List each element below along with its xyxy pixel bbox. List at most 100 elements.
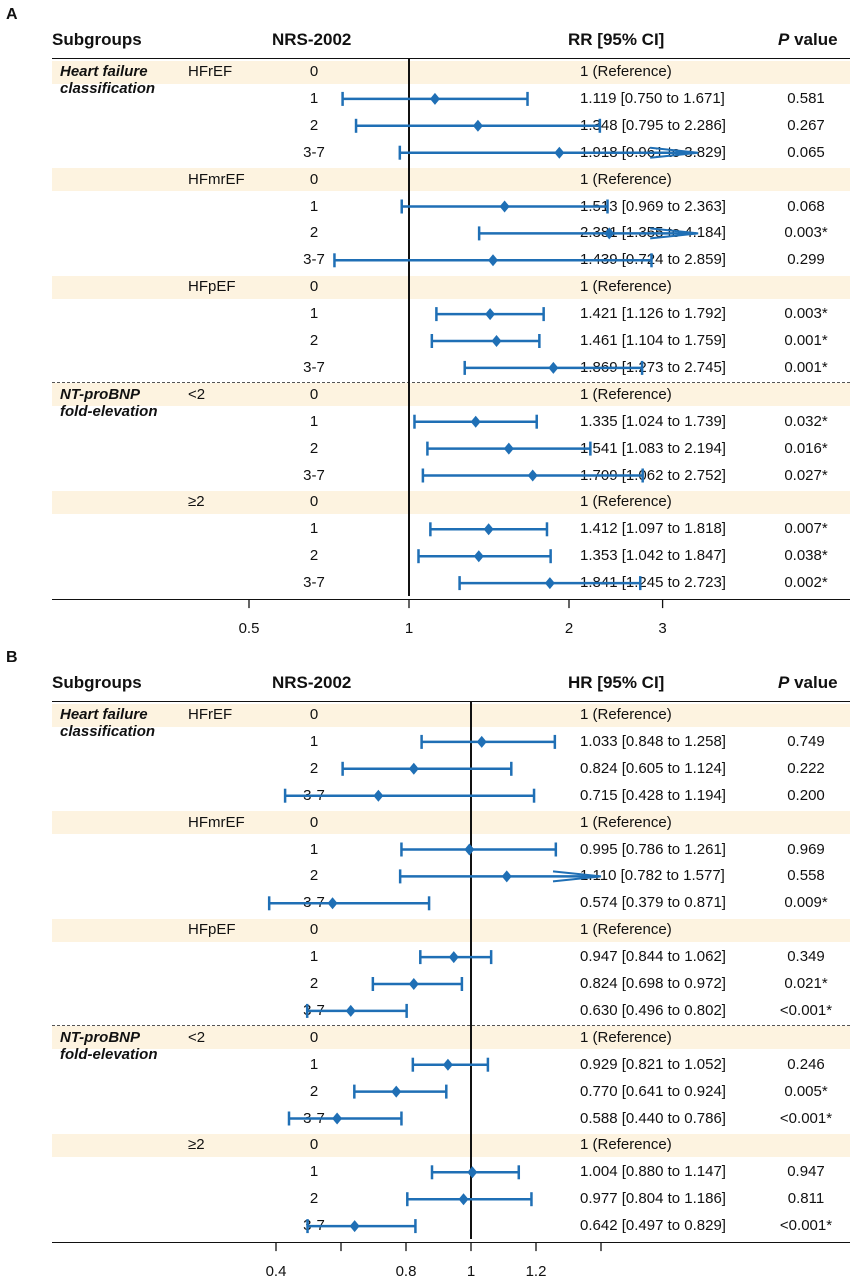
nrs-score: 0	[309, 921, 319, 939]
p-value: 0.267	[787, 116, 825, 134]
nrs-score: 0	[309, 493, 319, 511]
nrs-score: 3-7	[303, 574, 325, 592]
point-estimate	[408, 978, 419, 990]
group-separator	[52, 381, 850, 383]
nrs-score: 0	[309, 706, 319, 723]
subgroup-band	[52, 703, 850, 727]
subgroup-label: <2	[188, 385, 206, 403]
nrs-score: 1	[309, 412, 319, 430]
p-value: 0.581	[787, 89, 825, 107]
subgroup-label: HFpEF	[188, 278, 236, 296]
group-label: Heart failure	[60, 706, 148, 723]
estimate-ci: 0.947 [0.844 to 1.062]	[580, 948, 726, 966]
point-estimate	[499, 200, 510, 213]
point-estimate	[467, 1166, 478, 1179]
estimate-ci: 1.348 [0.795 to 2.286]	[580, 116, 726, 134]
p-value: 0.003*	[784, 305, 828, 323]
estimate-ci: 0.770 [0.641 to 0.924]	[580, 1082, 726, 1100]
point-estimate	[501, 870, 512, 883]
estimate-ci: 1 (Reference)	[580, 1028, 672, 1046]
estimate-ci: 1 (Reference)	[580, 493, 672, 511]
subgroup-band	[52, 383, 850, 407]
estimate-ci: 1 (Reference)	[580, 813, 672, 831]
subgroup-label: HFmrEF	[188, 813, 245, 831]
point-estimate	[554, 146, 565, 159]
axis-tick-label: 0.5	[239, 620, 260, 637]
group-label: Heart failure	[60, 63, 148, 80]
nrs-score: 0	[309, 1028, 319, 1046]
point-estimate	[476, 735, 487, 748]
estimate-ci: 1.421 [1.126 to 1.792]	[580, 305, 726, 323]
ci-arrow	[650, 146, 699, 159]
point-estimate	[345, 1004, 356, 1017]
estimate-ci: 1 (Reference)	[580, 385, 672, 403]
estimate-ci: 1.869 [1.273 to 2.745]	[580, 358, 726, 376]
p-value: 0.016*	[784, 439, 828, 457]
p-value: 0.027*	[784, 466, 828, 484]
header-nrs: NRS-2002	[272, 673, 352, 692]
group-label: NT-proBNP	[60, 1028, 140, 1046]
p-value: 0.947	[787, 1163, 825, 1181]
p-value: <0.001*	[779, 1217, 833, 1235]
p-value: 0.021*	[784, 975, 828, 992]
nrs-score: 3-7	[303, 143, 325, 161]
estimate-ci: 1.412 [1.097 to 1.818]	[580, 520, 726, 538]
group-label-line2: classification	[60, 80, 156, 97]
estimate-ci: 0.824 [0.605 to 1.124]	[580, 759, 726, 777]
group-label-line2: classification	[60, 723, 156, 740]
nrs-score: 2	[309, 547, 319, 565]
nrs-score: 1	[309, 840, 319, 858]
point-estimate	[473, 550, 484, 563]
nrs-score: 3-7	[303, 466, 325, 484]
header-rule	[52, 701, 850, 702]
nrs-score: 0	[309, 63, 319, 80]
subgroup-band	[52, 168, 850, 192]
subgroup-band	[52, 1133, 850, 1157]
estimate-ci: 1 (Reference)	[580, 921, 672, 939]
estimate-ci: 1.439 [0.724 to 2.859]	[580, 251, 726, 269]
nrs-score: 0	[309, 278, 319, 296]
panel-a: A Subgroups NRS-2002 RR [95% CI] P value…	[6, 6, 850, 637]
estimate-ci: 1 (Reference)	[580, 1136, 672, 1154]
p-value: 0.032*	[784, 412, 828, 430]
point-estimate	[327, 897, 338, 910]
subgroup-label: HFrEF	[188, 63, 233, 80]
estimate-ci: 0.630 [0.496 to 0.802]	[580, 1001, 726, 1019]
point-estimate	[408, 762, 419, 775]
subgroup-label: <2	[188, 1028, 206, 1046]
point-estimate	[391, 1085, 402, 1098]
nrs-score: 2	[309, 116, 319, 134]
nrs-score: 3-7	[303, 251, 325, 269]
nrs-score: 2	[309, 759, 319, 777]
estimate-ci: 0.995 [0.786 to 1.261]	[580, 840, 726, 858]
p-value: <0.001*	[779, 1109, 833, 1127]
point-estimate	[448, 951, 459, 964]
estimate-ci: 0.574 [0.379 to 0.871]	[580, 894, 726, 912]
nrs-score: 1	[309, 305, 319, 323]
bottom-rule	[52, 599, 850, 601]
p-value: 0.007*	[784, 520, 828, 538]
p-value: 0.001*	[784, 358, 828, 376]
estimate-ci: 1 (Reference)	[580, 63, 672, 80]
p-value: 0.811	[787, 1190, 825, 1208]
p-value: 0.005*	[784, 1082, 828, 1100]
point-estimate	[470, 415, 481, 428]
estimate-ci: 1 (Reference)	[580, 278, 672, 296]
axis-tick-label: 0.4	[266, 1263, 287, 1280]
header-nrs: NRS-2002	[272, 30, 352, 49]
header-ci: RR [95% CI]	[568, 30, 665, 49]
estimate-ci: 1.119 [0.750 to 1.671]	[580, 89, 725, 107]
nrs-score: 1	[309, 1163, 319, 1181]
point-estimate	[442, 1058, 453, 1071]
estimate-ci: 0.824 [0.698 to 0.972]	[580, 975, 726, 992]
p-value: 0.222	[787, 759, 825, 777]
subgroup-band	[52, 490, 850, 514]
estimate-ci: 1 (Reference)	[580, 706, 672, 723]
point-estimate	[464, 843, 475, 856]
group-label: NT-proBNP	[60, 385, 140, 403]
estimate-ci: 0.929 [0.821 to 1.052]	[580, 1055, 726, 1073]
group-label-line2: fold-elevation	[60, 402, 158, 420]
nrs-score: 0	[309, 385, 319, 403]
group-label-line2: fold-elevation	[60, 1045, 158, 1063]
panel-label: B	[6, 649, 18, 666]
